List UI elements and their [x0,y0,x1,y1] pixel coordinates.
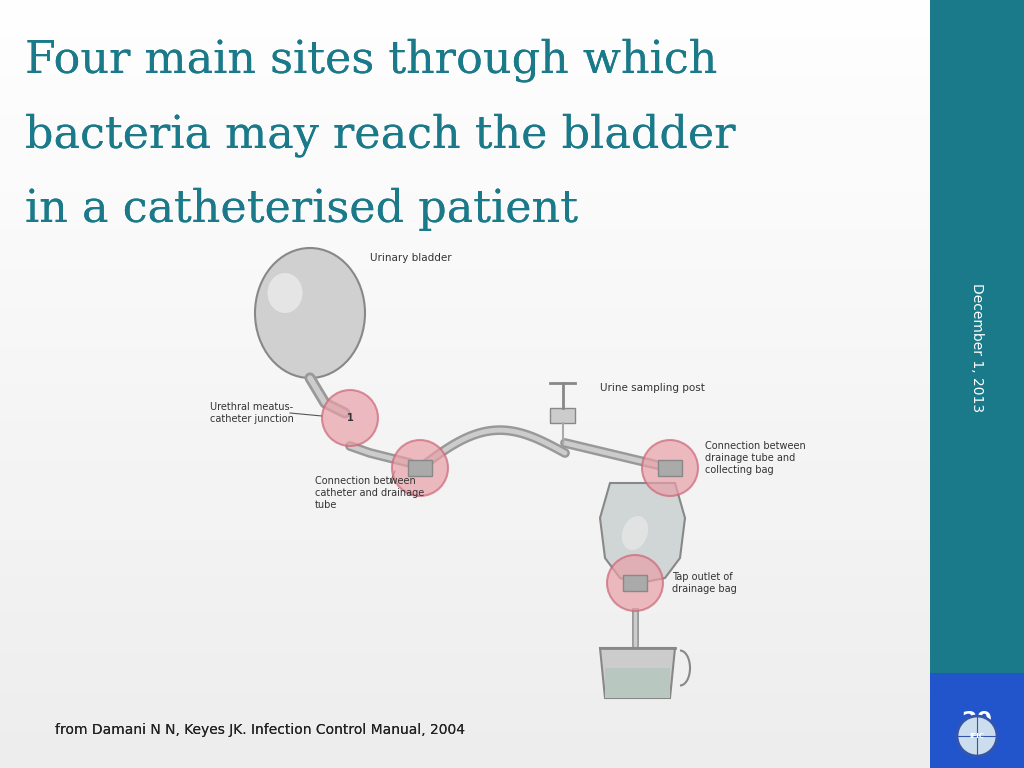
Polygon shape [550,408,575,423]
Text: Urine sampling post: Urine sampling post [600,383,705,393]
Bar [0,538,930,576]
Ellipse shape [267,273,302,313]
Text: from Damani N N, Keyes JK. Infection Control Manual, 2004: from Damani N N, Keyes JK. Infection Con… [55,723,465,737]
Text: bacteria may reach the bladder: bacteria may reach the bladder [25,113,735,157]
Bar [0,154,930,192]
Polygon shape [600,648,675,698]
Text: 4: 4 [632,578,638,588]
Text: 3: 3 [667,463,674,473]
Circle shape [322,390,378,446]
Bar [605,668,670,698]
Bar [0,691,930,730]
Bar [0,346,930,384]
Bar [0,614,930,653]
Bar [658,460,682,476]
Bar [0,461,930,499]
Bar [0,192,930,230]
Circle shape [957,716,997,756]
Bar [0,115,930,154]
Text: in a catheterised patient: in a catheterised patient [25,188,578,231]
Text: Connection between
catheter and drainage
tube: Connection between catheter and drainage… [315,476,424,510]
Bar [0,269,930,307]
Text: 20: 20 [962,711,992,731]
Bar [930,0,1024,698]
Bar [0,38,930,77]
Text: from Damani N N, Keyes JK. Infection Control Manual, 2004: from Damani N N, Keyes JK. Infection Con… [55,723,465,737]
Bar [0,653,930,691]
Text: Four main sites through which: Four main sites through which [25,38,718,81]
Text: December 1, 2013: December 1, 2013 [970,283,984,412]
Text: Tap outlet of
drainage bag: Tap outlet of drainage bag [672,572,736,594]
Bar [0,422,930,461]
Ellipse shape [255,248,365,378]
Text: in a catheterised patient: in a catheterised patient [25,188,578,231]
Text: Urethral meatus-
catheter junction: Urethral meatus- catheter junction [210,402,294,424]
Text: Urinary bladder: Urinary bladder [370,253,452,263]
Text: 2: 2 [417,463,423,473]
Bar [0,307,930,346]
Polygon shape [600,483,685,583]
Bar [930,673,1024,768]
Text: 1: 1 [347,413,353,423]
Bar [0,384,930,422]
Bar [0,77,930,115]
Circle shape [607,555,663,611]
Circle shape [642,440,698,496]
Text: Four main sites through which: Four main sites through which [25,38,718,81]
Text: bacteria may reach the bladder: bacteria may reach the bladder [25,113,735,157]
Text: Connection between
drainage tube and
collecting bag: Connection between drainage tube and col… [705,442,806,475]
Bar [0,730,930,768]
Ellipse shape [622,516,648,550]
Bar [0,0,930,38]
Bar [623,575,647,591]
Bar [0,499,930,538]
Bar [0,230,930,269]
Bar [0,576,930,614]
Bar [408,460,432,476]
Circle shape [392,440,449,496]
Text: IFIC: IFIC [970,733,984,739]
